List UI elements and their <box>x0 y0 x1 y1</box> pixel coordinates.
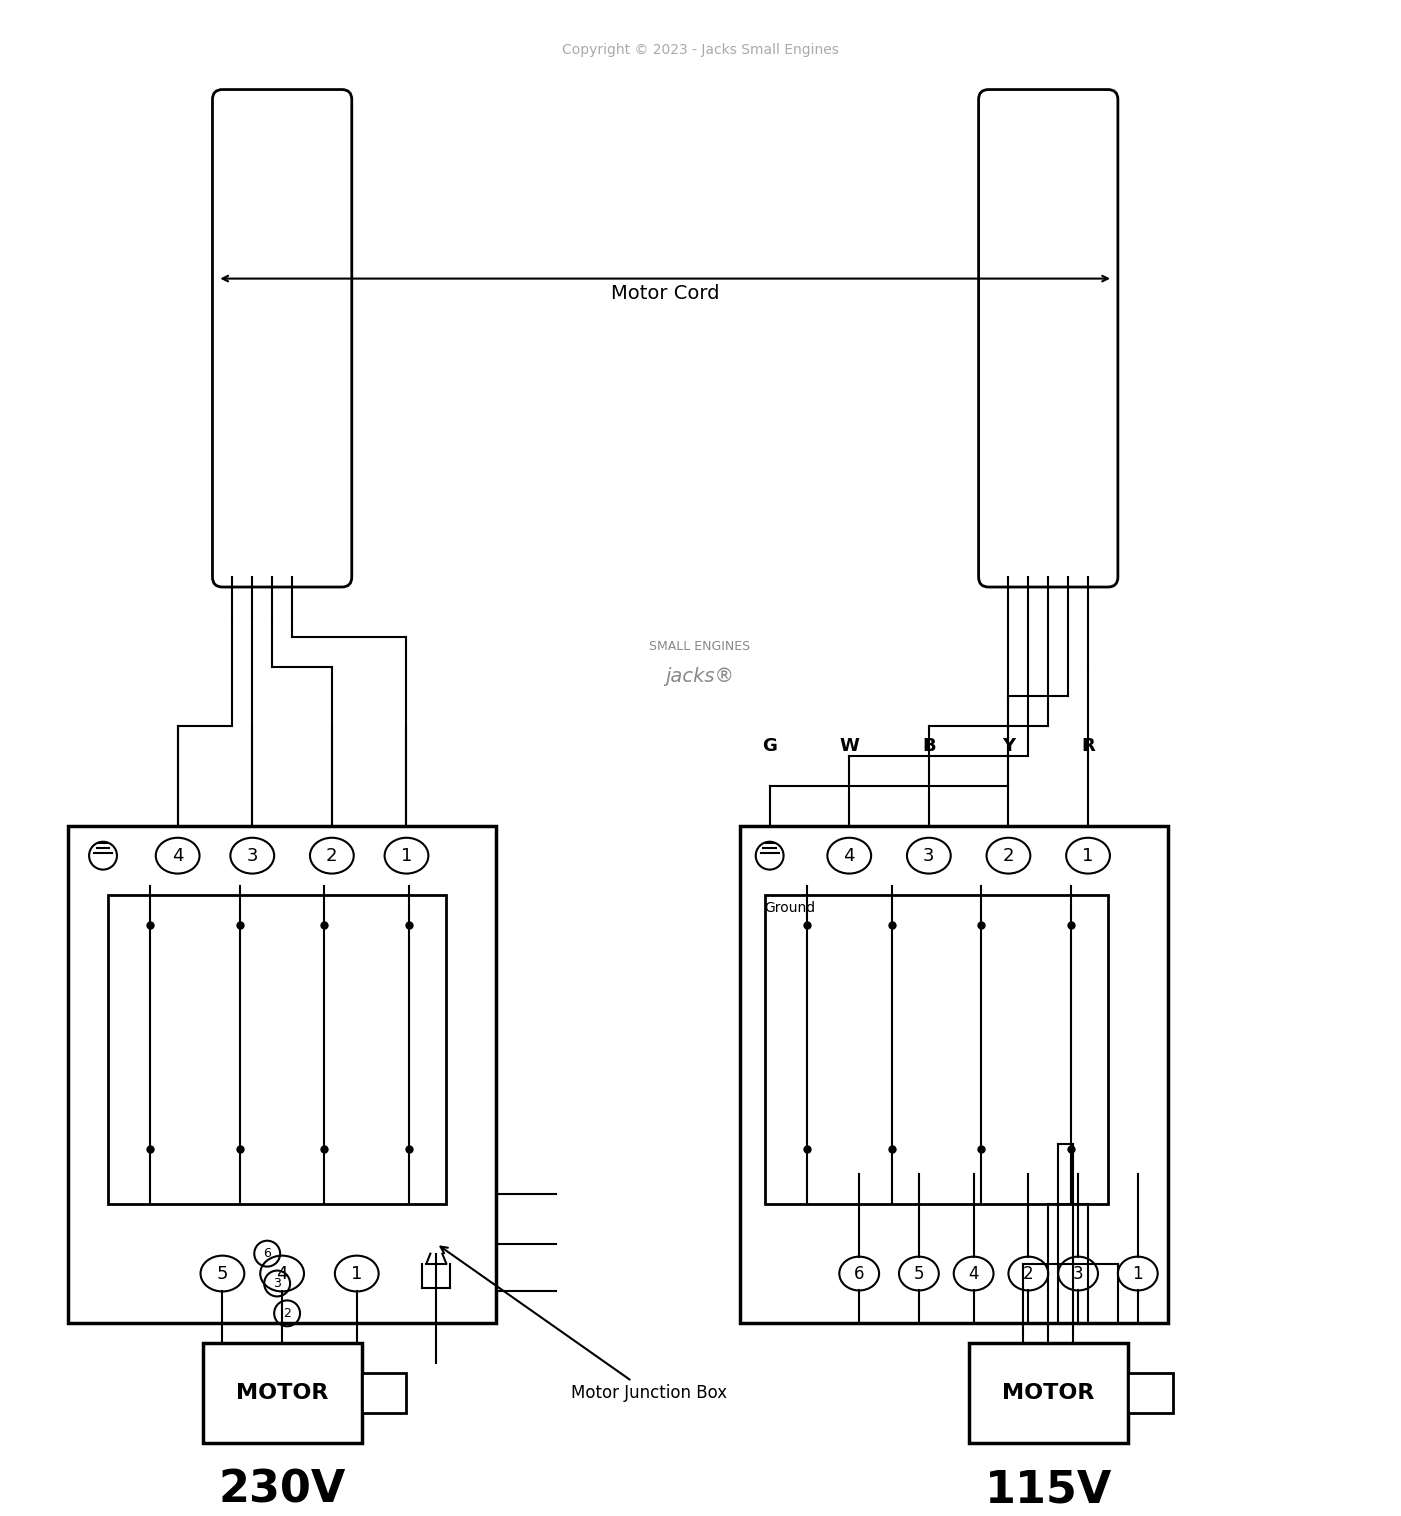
FancyBboxPatch shape <box>740 826 1167 1323</box>
Text: Motor Junction Box: Motor Junction Box <box>440 1246 727 1402</box>
Text: 1: 1 <box>1132 1264 1143 1283</box>
Text: 2: 2 <box>283 1307 291 1320</box>
Text: 5: 5 <box>217 1264 228 1283</box>
Text: 230V: 230V <box>219 1469 346 1511</box>
Text: 6: 6 <box>263 1248 272 1260</box>
FancyBboxPatch shape <box>1128 1373 1173 1413</box>
FancyBboxPatch shape <box>954 905 1009 1184</box>
Text: 3: 3 <box>247 846 258 864</box>
FancyBboxPatch shape <box>968 1343 1128 1443</box>
Text: 3: 3 <box>1073 1264 1083 1283</box>
FancyBboxPatch shape <box>381 905 436 1184</box>
FancyBboxPatch shape <box>213 905 268 1184</box>
Text: 4: 4 <box>843 846 855 864</box>
FancyBboxPatch shape <box>123 905 178 1184</box>
Text: B: B <box>922 737 936 755</box>
Text: SMALL ENGINES: SMALL ENGINES <box>650 640 751 653</box>
Text: 3: 3 <box>273 1276 282 1290</box>
FancyBboxPatch shape <box>361 1373 406 1413</box>
Text: 2: 2 <box>326 846 338 864</box>
Text: R: R <box>1082 737 1096 755</box>
Text: 4: 4 <box>172 846 184 864</box>
Text: 6: 6 <box>855 1264 864 1283</box>
FancyBboxPatch shape <box>765 896 1108 1204</box>
Text: 2: 2 <box>1003 846 1014 864</box>
Text: 1: 1 <box>352 1264 363 1283</box>
Text: 115V: 115V <box>985 1469 1112 1511</box>
Text: 5: 5 <box>913 1264 925 1283</box>
Text: MOTOR: MOTOR <box>1002 1383 1094 1402</box>
Text: 4: 4 <box>276 1264 287 1283</box>
FancyBboxPatch shape <box>779 905 835 1184</box>
FancyBboxPatch shape <box>203 1343 361 1443</box>
FancyBboxPatch shape <box>297 905 352 1184</box>
FancyBboxPatch shape <box>213 89 352 587</box>
Text: W: W <box>839 737 859 755</box>
FancyBboxPatch shape <box>108 896 447 1204</box>
Text: 1: 1 <box>401 846 412 864</box>
FancyBboxPatch shape <box>69 826 496 1323</box>
Text: 3: 3 <box>923 846 934 864</box>
Text: Y: Y <box>1002 737 1014 755</box>
Text: 1: 1 <box>1083 846 1094 864</box>
Text: G: G <box>762 737 778 755</box>
FancyBboxPatch shape <box>864 905 919 1184</box>
Text: Motor Cord: Motor Cord <box>611 285 720 303</box>
Text: Copyright © 2023 - Jacks Small Engines: Copyright © 2023 - Jacks Small Engines <box>562 42 838 56</box>
Text: jacks®: jacks® <box>665 667 734 687</box>
FancyBboxPatch shape <box>1044 905 1098 1184</box>
FancyBboxPatch shape <box>978 89 1118 587</box>
Text: Ground: Ground <box>765 902 815 916</box>
Text: 4: 4 <box>968 1264 979 1283</box>
Text: 2: 2 <box>1023 1264 1034 1283</box>
Text: MOTOR: MOTOR <box>235 1383 328 1402</box>
